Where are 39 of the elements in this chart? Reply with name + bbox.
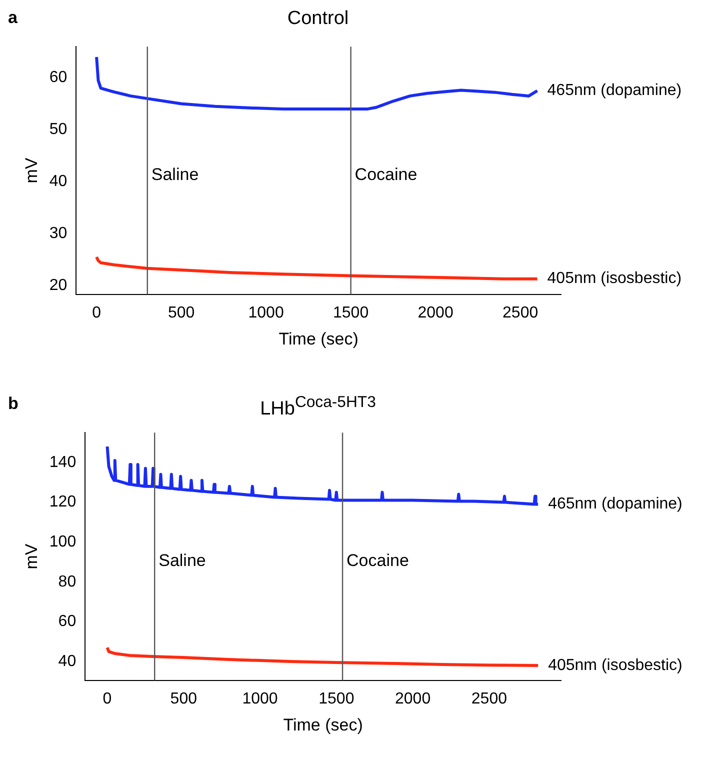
chart-title: Control [287,8,349,29]
x-axis-title: Time (sec) [278,329,358,348]
series-label: 405nm (isosbestic) [548,656,682,674]
x-tick-label: 1000 [242,690,278,708]
text: b [8,394,18,414]
y-tick-label: 100 [49,533,76,550]
x-tick-label: 1500 [318,690,354,708]
y-tick-label: 50 [49,121,68,138]
ref-line-label: Cocaine [346,551,409,570]
series-label: 465nm (dopamine) [547,82,682,100]
y-tick-label: 40 [58,652,76,670]
x-tick-label: 1500 [333,304,369,322]
x-tick-label: 0 [92,304,102,322]
x-tick-label: 2000 [418,304,454,322]
x-tick-label: 2500 [502,304,538,322]
ref-line-label: Saline [151,165,199,184]
x-tick-label: 1000 [248,304,284,322]
x-tick-label: 2500 [471,690,508,708]
x-tick-label: 500 [168,304,195,322]
y-tick-label: 120 [49,494,76,511]
y-tick-label: 140 [49,454,76,471]
y-tick-label: 60 [49,69,68,86]
series-label: 405nm (isosbestic) [547,270,682,288]
y-tick-label: 60 [58,613,76,630]
text: a [8,8,18,28]
y-tick-label: 30 [49,225,68,242]
series-label: 465nm (dopamine) [548,496,682,513]
ref-line-label: Saline [158,551,206,570]
x-tick-label: 2000 [395,690,431,708]
x-axis-title: Time (sec) [283,715,363,734]
x-tick-label: 0 [102,690,112,708]
x-tick-label: 500 [170,690,198,708]
y-tick-label: 20 [49,276,68,294]
chart-title: LHb$^{Coca-5HT3}$ [260,394,376,420]
y-axis-title: mV [22,543,41,570]
ref-line-label: Cocaine [354,165,418,184]
y-axis-title: mV [22,157,41,184]
y-tick-label: 40 [49,173,68,190]
y-tick-label: 80 [58,573,76,590]
